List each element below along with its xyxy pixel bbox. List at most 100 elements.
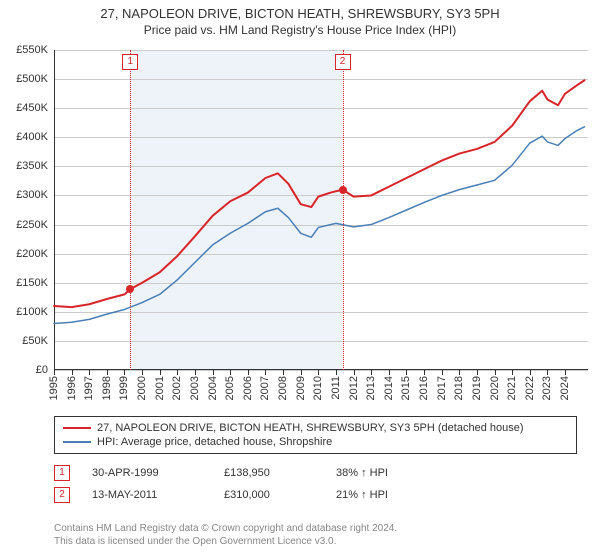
series-line xyxy=(54,127,584,324)
x-tick-label: 2015 xyxy=(400,376,412,400)
sale-price: £138,950 xyxy=(224,467,314,479)
sale-callout: 1 xyxy=(122,54,138,70)
x-tick-label: 1996 xyxy=(66,376,78,400)
x-tick xyxy=(477,370,478,375)
x-tick xyxy=(124,370,125,375)
x-tick-label: 2023 xyxy=(541,376,553,400)
x-tick-label: 2020 xyxy=(489,376,501,400)
x-tick xyxy=(459,370,460,375)
x-tick xyxy=(336,370,337,375)
y-tick-label: £100K xyxy=(16,306,48,318)
x-tick-label: 1999 xyxy=(118,376,130,400)
series-line xyxy=(54,80,584,307)
sale-badge: 2 xyxy=(54,487,70,503)
x-tick xyxy=(406,370,407,375)
x-tick xyxy=(512,370,513,375)
x-tick-label: 1997 xyxy=(83,376,95,400)
x-tick xyxy=(565,370,566,375)
x-tick-label: 2007 xyxy=(259,376,271,400)
x-tick xyxy=(107,370,108,375)
x-tick-label: 1995 xyxy=(48,376,60,400)
x-tick xyxy=(72,370,73,375)
y-tick-label: £300K xyxy=(16,189,48,201)
legend-row: HPI: Average price, detached house, Shro… xyxy=(63,435,568,449)
title-line-2: Price paid vs. HM Land Registry's House … xyxy=(0,21,600,37)
x-tick-label: 1998 xyxy=(101,376,113,400)
x-tick-label: 2016 xyxy=(418,376,430,400)
x-tick xyxy=(89,370,90,375)
x-tick xyxy=(230,370,231,375)
sale-marker-line xyxy=(130,50,131,370)
gridline-y xyxy=(54,370,588,371)
x-tick-label: 2013 xyxy=(365,376,377,400)
x-tick-label: 2022 xyxy=(524,376,536,400)
sale-date: 30-APR-1999 xyxy=(92,467,202,479)
y-tick-label: £350K xyxy=(16,160,48,172)
x-tick-label: 2014 xyxy=(383,376,395,400)
sale-date: 13-MAY-2011 xyxy=(92,489,202,501)
sale-marker-dot xyxy=(126,285,134,293)
y-tick-label: £0 xyxy=(36,364,48,376)
x-tick xyxy=(354,370,355,375)
y-tick-label: £450K xyxy=(16,102,48,114)
y-tick-label: £50K xyxy=(22,335,48,347)
x-tick xyxy=(301,370,302,375)
sale-marker-dot xyxy=(339,186,347,194)
x-tick xyxy=(547,370,548,375)
x-tick-label: 2005 xyxy=(224,376,236,400)
legend-label: 27, NAPOLEON DRIVE, BICTON HEATH, SHREWS… xyxy=(97,422,524,434)
sales-table: 1 30-APR-1999 £138,950 38% ↑ HPI 2 13-MAY-201… xyxy=(54,462,388,506)
x-tick xyxy=(371,370,372,375)
x-tick-label: 2002 xyxy=(171,376,183,400)
x-tick xyxy=(213,370,214,375)
x-tick-label: 2009 xyxy=(295,376,307,400)
x-tick-label: 2010 xyxy=(312,376,324,400)
legend-box: 27, NAPOLEON DRIVE, BICTON HEATH, SHREWS… xyxy=(54,416,577,454)
x-tick xyxy=(177,370,178,375)
chart-titles: 27, NAPOLEON DRIVE, BICTON HEATH, SHREWS… xyxy=(0,0,600,37)
legend-swatch xyxy=(63,441,91,443)
x-tick xyxy=(442,370,443,375)
sale-row: 2 13-MAY-2011 £310,000 21% ↑ HPI xyxy=(54,484,388,506)
x-tick-label: 2008 xyxy=(277,376,289,400)
x-tick xyxy=(424,370,425,375)
x-tick-label: 2024 xyxy=(559,376,571,400)
x-tick-label: 2001 xyxy=(154,376,166,400)
x-tick xyxy=(248,370,249,375)
x-tick-label: 2019 xyxy=(471,376,483,400)
x-tick-label: 2006 xyxy=(242,376,254,400)
y-tick-label: £550K xyxy=(16,44,48,56)
x-tick xyxy=(283,370,284,375)
x-tick-label: 2004 xyxy=(207,376,219,400)
x-tick-label: 2021 xyxy=(506,376,518,400)
x-tick-label: 2017 xyxy=(436,376,448,400)
legend-label: HPI: Average price, detached house, Shro… xyxy=(97,436,332,448)
x-tick-label: 2003 xyxy=(189,376,201,400)
x-tick-label: 2012 xyxy=(348,376,360,400)
sale-row: 1 30-APR-1999 £138,950 38% ↑ HPI xyxy=(54,462,388,484)
sale-callout: 2 xyxy=(335,54,351,70)
sale-delta: 21% ↑ HPI xyxy=(336,489,388,501)
x-tick xyxy=(318,370,319,375)
x-tick xyxy=(54,370,55,375)
x-tick xyxy=(389,370,390,375)
x-tick xyxy=(160,370,161,375)
x-tick-label: 2000 xyxy=(136,376,148,400)
x-tick xyxy=(530,370,531,375)
y-tick-label: £250K xyxy=(16,219,48,231)
sale-marker-line xyxy=(343,50,344,370)
title-line-1: 27, NAPOLEON DRIVE, BICTON HEATH, SHREWS… xyxy=(0,0,600,21)
sale-badge: 1 xyxy=(54,465,70,481)
y-tick-label: £500K xyxy=(16,73,48,85)
x-tick xyxy=(142,370,143,375)
y-tick-label: £400K xyxy=(16,131,48,143)
license-line-1: Contains HM Land Registry data © Crown c… xyxy=(54,522,397,535)
y-tick-label: £150K xyxy=(16,277,48,289)
series-svg xyxy=(54,50,588,370)
x-tick xyxy=(495,370,496,375)
chart-plot-area: £0£50K£100K£150K£200K£250K£300K£350K£400… xyxy=(54,50,588,370)
x-tick-label: 2018 xyxy=(453,376,465,400)
sale-delta: 38% ↑ HPI xyxy=(336,467,388,479)
sale-price: £310,000 xyxy=(224,489,314,501)
x-tick xyxy=(265,370,266,375)
